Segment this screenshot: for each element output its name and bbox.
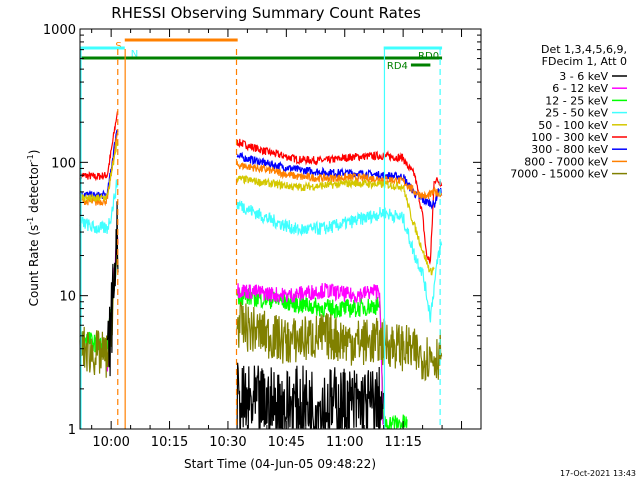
series-layer xyxy=(79,110,443,430)
x-axis-label: Start Time (04-Jun-05 09:48:22) xyxy=(184,457,376,471)
legend-label-4: 50 - 100 keV xyxy=(538,119,608,132)
y-label-sup2: -1 xyxy=(26,154,35,162)
legend-label-6: 300 - 800 keV xyxy=(531,143,608,156)
axes: 1 10 100 1000 10:00 10:15 10:30 10:45 11:00 11:15 xyxy=(43,23,482,450)
series-25-to-50kev xyxy=(79,179,443,323)
legend-header-line2: FDecim 1, Att 0 xyxy=(542,55,627,68)
y-tick-label: 10 xyxy=(59,290,76,305)
y-label-part3: ) xyxy=(27,150,41,155)
legend-label-7: 800 - 7000 keV xyxy=(524,155,608,168)
series-7000-to-15000kev xyxy=(79,249,443,382)
legend-header-line1: Det 1,3,4,5,6,9, xyxy=(541,43,627,56)
chart-title: RHESSI Observing Summary Count Rates xyxy=(111,4,421,22)
y-axis-label: Count Rate (s-1 detector-1) xyxy=(26,150,41,307)
flag-label-rd4: RD4 xyxy=(387,61,408,72)
plot-frame xyxy=(79,28,482,430)
x-tick-label: 10:00 xyxy=(92,435,129,450)
y-tick-label: 100 xyxy=(51,156,76,171)
y-tick-label: 1000 xyxy=(43,23,76,38)
x-tick-label: 10:15 xyxy=(151,435,188,450)
x-tick-label: 10:30 xyxy=(209,435,246,450)
legend-label-1: 6 - 12 keV xyxy=(552,82,608,95)
series-800-to-7000kev xyxy=(79,132,443,207)
legend-label-2: 12 - 25 keV xyxy=(545,94,608,107)
y-label-part2: detector xyxy=(27,162,41,217)
legend-label-3: 25 - 50 keV xyxy=(545,107,608,120)
series-100-to-300kev xyxy=(79,110,443,266)
legend-label-5: 100 - 300 keV xyxy=(531,131,608,144)
flag-bars: SNRD0RD4 xyxy=(80,38,443,72)
y-label-part1: Count Rate (s xyxy=(27,225,41,307)
y-tick-label: 1 xyxy=(68,423,76,438)
flag-label-rd0: RD0 xyxy=(418,51,439,62)
x-tick-label: 10:45 xyxy=(268,435,305,450)
series-50-to-100kev xyxy=(79,139,435,276)
legend-label-8: 7000 - 15000 keV xyxy=(510,168,608,181)
flag-label-n: N xyxy=(131,49,138,60)
x-tick-label: 11:00 xyxy=(326,435,363,450)
y-label-sup1: -1 xyxy=(26,217,35,225)
footer-timestamp: 17-Oct-2021 13:43 xyxy=(560,469,636,478)
series-3-to-6kev xyxy=(106,201,384,429)
x-tick-label: 11:15 xyxy=(384,435,421,450)
event-markers xyxy=(80,49,441,429)
legend-label-0: 3 - 6 keV xyxy=(559,70,608,83)
legend: Det 1,3,4,5,6,9, FDecim 1, Att 0 3 - 6 k… xyxy=(510,43,627,181)
